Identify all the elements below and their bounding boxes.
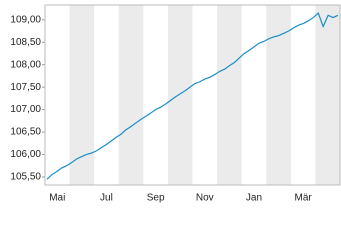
chart: Mai Jul Sep Nov Jan Mär 105,50 106,00 106,50 107,… <box>10 4 341 204</box>
month-band <box>315 5 340 185</box>
y-tick-label: 105,50 <box>10 172 41 183</box>
y-tick-label: 106,00 <box>10 149 41 160</box>
plot-frame <box>44 4 341 186</box>
month-band <box>118 5 144 185</box>
x-tick-label: Jul <box>100 193 113 204</box>
x-tick-label: Nov <box>196 193 214 204</box>
x-tick-label: Mai <box>49 193 65 204</box>
y-tick-label: 107,50 <box>10 82 41 93</box>
y-tick-label: 108,50 <box>10 37 41 48</box>
month-band <box>69 5 95 185</box>
x-tick-label: Jan <box>246 193 262 204</box>
y-tick-label: 108,00 <box>10 59 41 70</box>
y-tick-label: 106,50 <box>10 127 41 138</box>
x-tick-label: Mär <box>295 193 313 204</box>
x-tick-label: Sep <box>147 193 165 204</box>
y-tick-label: 109,00 <box>10 14 41 25</box>
price-line <box>46 12 339 180</box>
y-tick-label: 107,00 <box>10 104 41 115</box>
page: Mai Jul Sep Nov Jan Mär 105,50 106,00 106,50 107,… <box>10 4 341 204</box>
month-band <box>167 5 193 185</box>
month-band <box>217 5 242 185</box>
